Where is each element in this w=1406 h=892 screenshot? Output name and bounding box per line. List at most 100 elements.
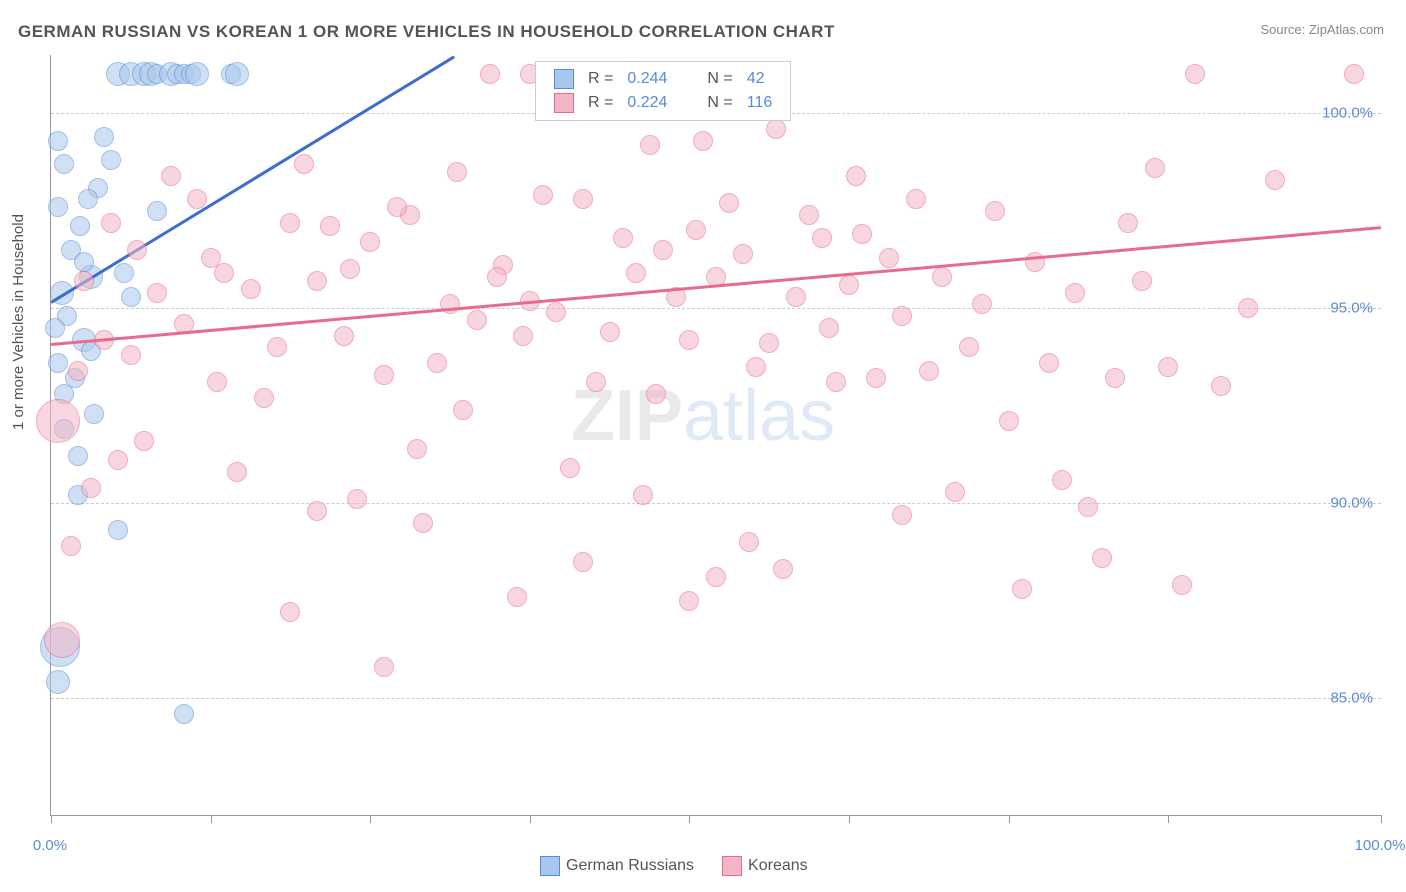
data-point	[440, 294, 460, 314]
data-point	[68, 446, 88, 466]
data-point	[320, 216, 340, 236]
data-point	[427, 353, 447, 373]
data-point	[906, 189, 926, 209]
data-point	[1118, 213, 1138, 233]
data-point	[280, 602, 300, 622]
source-label: Source: ZipAtlas.com	[1260, 22, 1384, 37]
data-point	[360, 232, 380, 252]
data-point	[766, 119, 786, 139]
data-point	[799, 205, 819, 225]
data-point	[241, 279, 261, 299]
data-point	[533, 185, 553, 205]
data-point	[45, 318, 65, 338]
data-point	[959, 337, 979, 357]
data-point	[70, 216, 90, 236]
data-point	[147, 201, 167, 221]
data-point	[746, 357, 766, 377]
data-point	[108, 450, 128, 470]
legend-n-value: 116	[741, 92, 779, 114]
x-tick	[530, 815, 531, 823]
legend-n-label: N =	[701, 68, 738, 90]
legend-item: Koreans	[722, 857, 808, 874]
x-tick	[1381, 815, 1382, 823]
data-point	[48, 353, 68, 373]
data-point	[560, 458, 580, 478]
data-point	[254, 388, 274, 408]
data-point	[786, 287, 806, 307]
data-point	[374, 657, 394, 677]
legend-r-value: 0.244	[621, 68, 673, 90]
data-point	[1039, 353, 1059, 373]
data-point	[480, 64, 500, 84]
data-point	[185, 62, 209, 86]
data-point	[1158, 357, 1178, 377]
data-point	[586, 372, 606, 392]
legend-row: R = 0.244N = 42	[548, 68, 778, 90]
data-point	[573, 189, 593, 209]
data-point	[1092, 548, 1112, 568]
legend-item: German Russians	[540, 857, 694, 874]
data-point	[334, 326, 354, 346]
data-point	[852, 224, 872, 244]
data-point	[134, 431, 154, 451]
data-point	[74, 252, 94, 272]
data-point	[1065, 283, 1085, 303]
watermark-atlas: atlas	[683, 376, 835, 456]
legend-label: German Russians	[566, 857, 694, 874]
data-point	[294, 154, 314, 174]
data-point	[387, 197, 407, 217]
x-tick	[849, 815, 850, 823]
data-point	[945, 482, 965, 502]
data-point	[407, 439, 427, 459]
data-point	[307, 271, 327, 291]
data-point	[1132, 271, 1152, 291]
data-point	[1012, 579, 1032, 599]
legend-r-label: R =	[582, 92, 619, 114]
plot-area: ZIPatlas 85.0%90.0%95.0%100.0%	[50, 55, 1381, 816]
x-tick	[1009, 815, 1010, 823]
data-point	[573, 552, 593, 572]
trend-line	[50, 55, 454, 303]
data-point	[1145, 158, 1165, 178]
data-point	[1211, 376, 1231, 396]
data-point	[1078, 497, 1098, 517]
data-point	[1265, 170, 1285, 190]
chart-title: GERMAN RUSSIAN VS KOREAN 1 OR MORE VEHIC…	[18, 22, 835, 42]
y-axis-label: 1 or more Vehicles in Household	[10, 214, 27, 430]
data-point	[892, 505, 912, 525]
legend-row: R = 0.224N = 116	[548, 92, 778, 114]
data-point	[54, 154, 74, 174]
data-point	[1025, 252, 1045, 272]
data-point	[999, 411, 1019, 431]
y-tick-label: 95.0%	[1330, 300, 1373, 317]
legend-n-value: 42	[741, 68, 779, 90]
data-point	[127, 240, 147, 260]
data-point	[546, 302, 566, 322]
data-point	[174, 704, 194, 724]
data-point	[693, 131, 713, 151]
data-point	[453, 400, 473, 420]
data-point	[1052, 470, 1072, 490]
x-tick	[689, 815, 690, 823]
data-point	[640, 135, 660, 155]
data-point	[447, 162, 467, 182]
data-point	[866, 368, 886, 388]
data-point	[307, 501, 327, 521]
data-point	[48, 197, 68, 217]
data-point	[1344, 64, 1364, 84]
y-tick-label: 100.0%	[1322, 105, 1373, 122]
data-point	[78, 189, 98, 209]
data-point	[161, 166, 181, 186]
data-point	[626, 263, 646, 283]
data-point	[719, 193, 739, 213]
x-tick	[1168, 815, 1169, 823]
x-tick	[370, 815, 371, 823]
data-point	[147, 283, 167, 303]
data-point	[839, 275, 859, 295]
data-point	[114, 263, 134, 283]
legend-swatch	[540, 856, 560, 876]
data-point	[759, 333, 779, 353]
data-point	[61, 536, 81, 556]
legend-swatch	[722, 856, 742, 876]
data-point	[826, 372, 846, 392]
